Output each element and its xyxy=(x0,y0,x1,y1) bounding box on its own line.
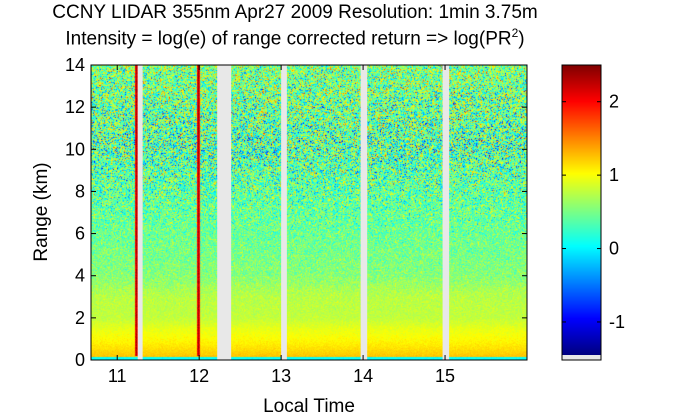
y-tick-label: 4 xyxy=(75,266,85,286)
x-tick-label: 13 xyxy=(271,366,291,386)
y-tick-label: 6 xyxy=(75,224,85,244)
x-axis-label: Local Time xyxy=(263,396,355,417)
colorbar-frame xyxy=(561,64,602,361)
x-tick-label: 15 xyxy=(435,366,455,386)
plot-frame xyxy=(90,64,528,361)
data-gap xyxy=(137,65,143,360)
data-gap xyxy=(217,65,232,360)
y-tick-label: 2 xyxy=(75,308,85,328)
y-tick-label: 14 xyxy=(65,55,85,75)
data-gap xyxy=(281,65,287,360)
lidar-intensity-heatmap xyxy=(91,65,527,360)
y-tick-label: 10 xyxy=(65,139,85,159)
y-axis-ticks: 0 2 4 6 8 10 12 14 xyxy=(65,55,527,370)
x-tick-label: 12 xyxy=(189,366,209,386)
colorbar-bottom-strip xyxy=(562,355,601,360)
x-axis-ticks: 11 12 13 14 15 xyxy=(108,65,455,386)
data-gap xyxy=(442,65,450,360)
colorbar-ticks: -1 0 1 2 xyxy=(562,92,625,332)
data-gaps xyxy=(137,65,450,360)
colorbar-tick-label: -1 xyxy=(609,312,625,332)
y-axis-label: Range (km) xyxy=(31,162,52,261)
x-tick-label: 11 xyxy=(108,366,127,386)
chart-title: CCNY LIDAR 355nm Apr27 2009 Resolution: … xyxy=(52,2,538,23)
x-tick-label: 14 xyxy=(353,366,373,386)
colorbar-tick-label: 2 xyxy=(609,92,619,112)
chart-subtitle: Intensity = log(e) of range corrected re… xyxy=(65,26,525,50)
y-tick-label: 0 xyxy=(75,350,85,370)
data-gap xyxy=(360,65,368,360)
y-tick-label: 12 xyxy=(65,97,85,117)
colorbar-tick-label: 0 xyxy=(609,239,619,259)
colorbar-tick-label: 1 xyxy=(609,165,619,185)
colorbar xyxy=(562,65,601,355)
y-tick-label: 8 xyxy=(75,181,85,201)
